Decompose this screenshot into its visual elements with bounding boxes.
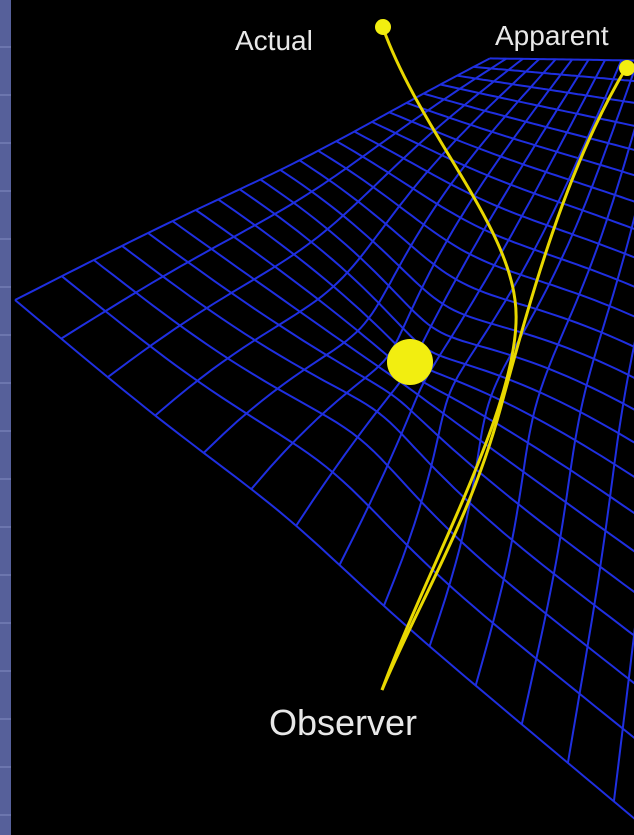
lensing-mass xyxy=(387,339,433,385)
grid-line xyxy=(93,259,634,685)
grid-line xyxy=(195,209,634,515)
grid-line xyxy=(335,140,634,288)
grid-line xyxy=(279,169,634,379)
grid-line xyxy=(440,83,634,127)
grid-line xyxy=(489,57,634,62)
grid-line xyxy=(456,74,634,104)
grid-line xyxy=(423,92,634,151)
grid-line xyxy=(406,101,634,177)
apparent-star xyxy=(619,60,634,76)
apparent-path xyxy=(380,67,628,691)
grid-line xyxy=(353,130,634,259)
observer-label: Observer xyxy=(269,702,417,743)
actual-label: Actual xyxy=(235,25,313,56)
grid-line xyxy=(371,120,634,230)
grid-line xyxy=(317,149,634,318)
apparent-label: Apparent xyxy=(495,20,609,51)
grid-line xyxy=(298,159,634,348)
actual-star xyxy=(375,19,391,35)
grid-line xyxy=(147,232,634,594)
grid-line xyxy=(14,299,634,820)
grid-line xyxy=(61,275,634,739)
side-strip xyxy=(0,0,11,835)
grid-line xyxy=(259,178,634,411)
grid-line xyxy=(121,245,634,637)
actual-path xyxy=(380,27,518,691)
grid-line xyxy=(388,111,634,203)
grid-line xyxy=(473,65,634,83)
grid-line xyxy=(171,220,634,553)
grid-line xyxy=(239,188,634,444)
